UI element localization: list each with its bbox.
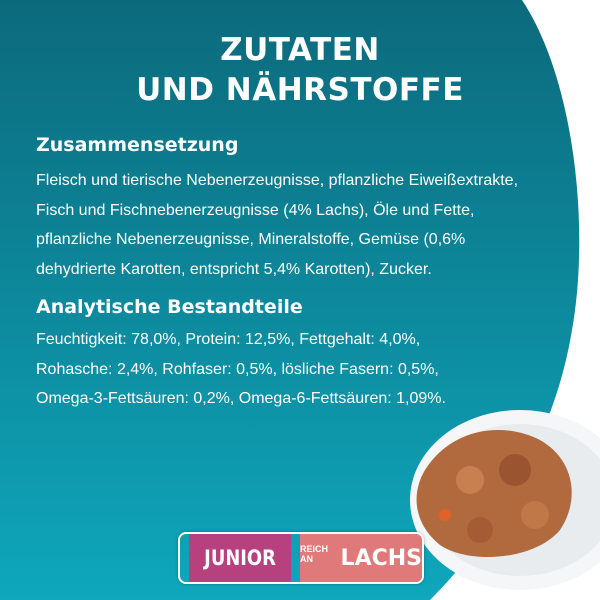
composition-heading: Zusammensetzung (36, 134, 239, 156)
analysis-text: Feuchtigkeit: 78,0%, Protein: 12,5%, Fet… (36, 325, 596, 414)
badge-lachs: LACHS (340, 545, 422, 571)
text-line: dehydrierte Karotten, entspricht 5,4% Ka… (36, 260, 432, 278)
title-line: UND NÄHRSTOFFE (136, 72, 464, 108)
composition-text: Fleisch und tierische Nebenerzeugnisse, … (36, 166, 596, 284)
text-line: pflanzliche Nebenerzeugnisse, Mineralsto… (36, 231, 466, 248)
badge-small-text: REICH AN (300, 544, 329, 564)
text-line: Fleisch und tierische Nebenerzeugnisse, … (36, 172, 519, 189)
badge-junior: JUNIOR (189, 534, 291, 582)
food-plate-image (410, 410, 600, 590)
text-line: Omega-3-Fettsäuren: 0,2%, Omega-6-Fettsä… (36, 390, 446, 407)
badge-salmon: REICH AN LACHS (300, 534, 422, 582)
product-badge: JUNIOR REICH AN LACHS (178, 532, 424, 584)
text-line: Feuchtigkeit: 78,0%, Protein: 12,5%, Fet… (36, 331, 421, 348)
text-line: Fisch und Fischnebenerzeugnisse (4% Lach… (36, 201, 475, 219)
title-line: ZUTATEN (220, 32, 380, 68)
analysis-heading: Analytische Bestandteile (36, 296, 303, 318)
text-line: Rohasche: 2,4%, Rohfaser: 0,5%, lösliche… (36, 360, 439, 378)
page-title: ZUTATEN UND NÄHRSTOFFE (0, 30, 600, 110)
